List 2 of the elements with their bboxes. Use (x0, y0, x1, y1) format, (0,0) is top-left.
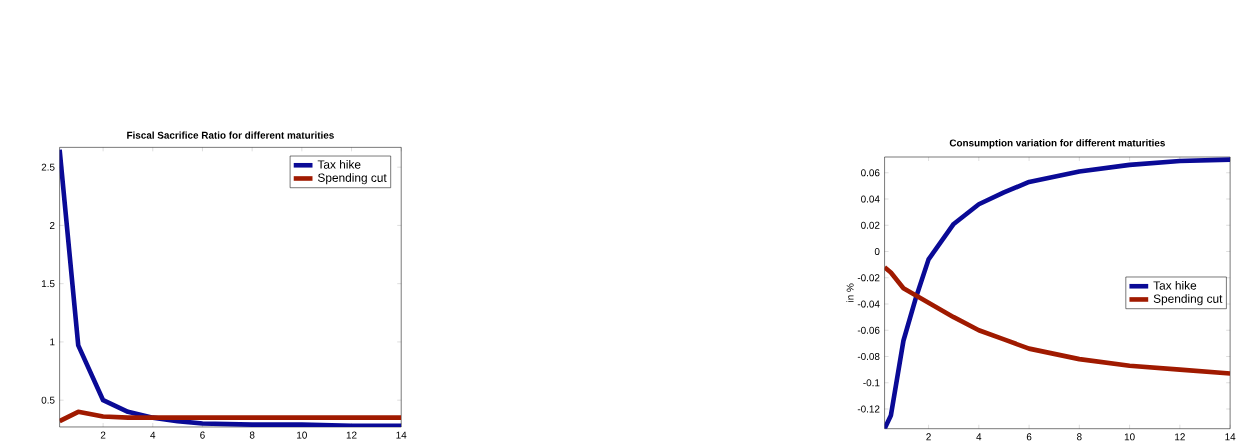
line-series (59, 147, 402, 427)
line-series (884, 156, 1231, 429)
